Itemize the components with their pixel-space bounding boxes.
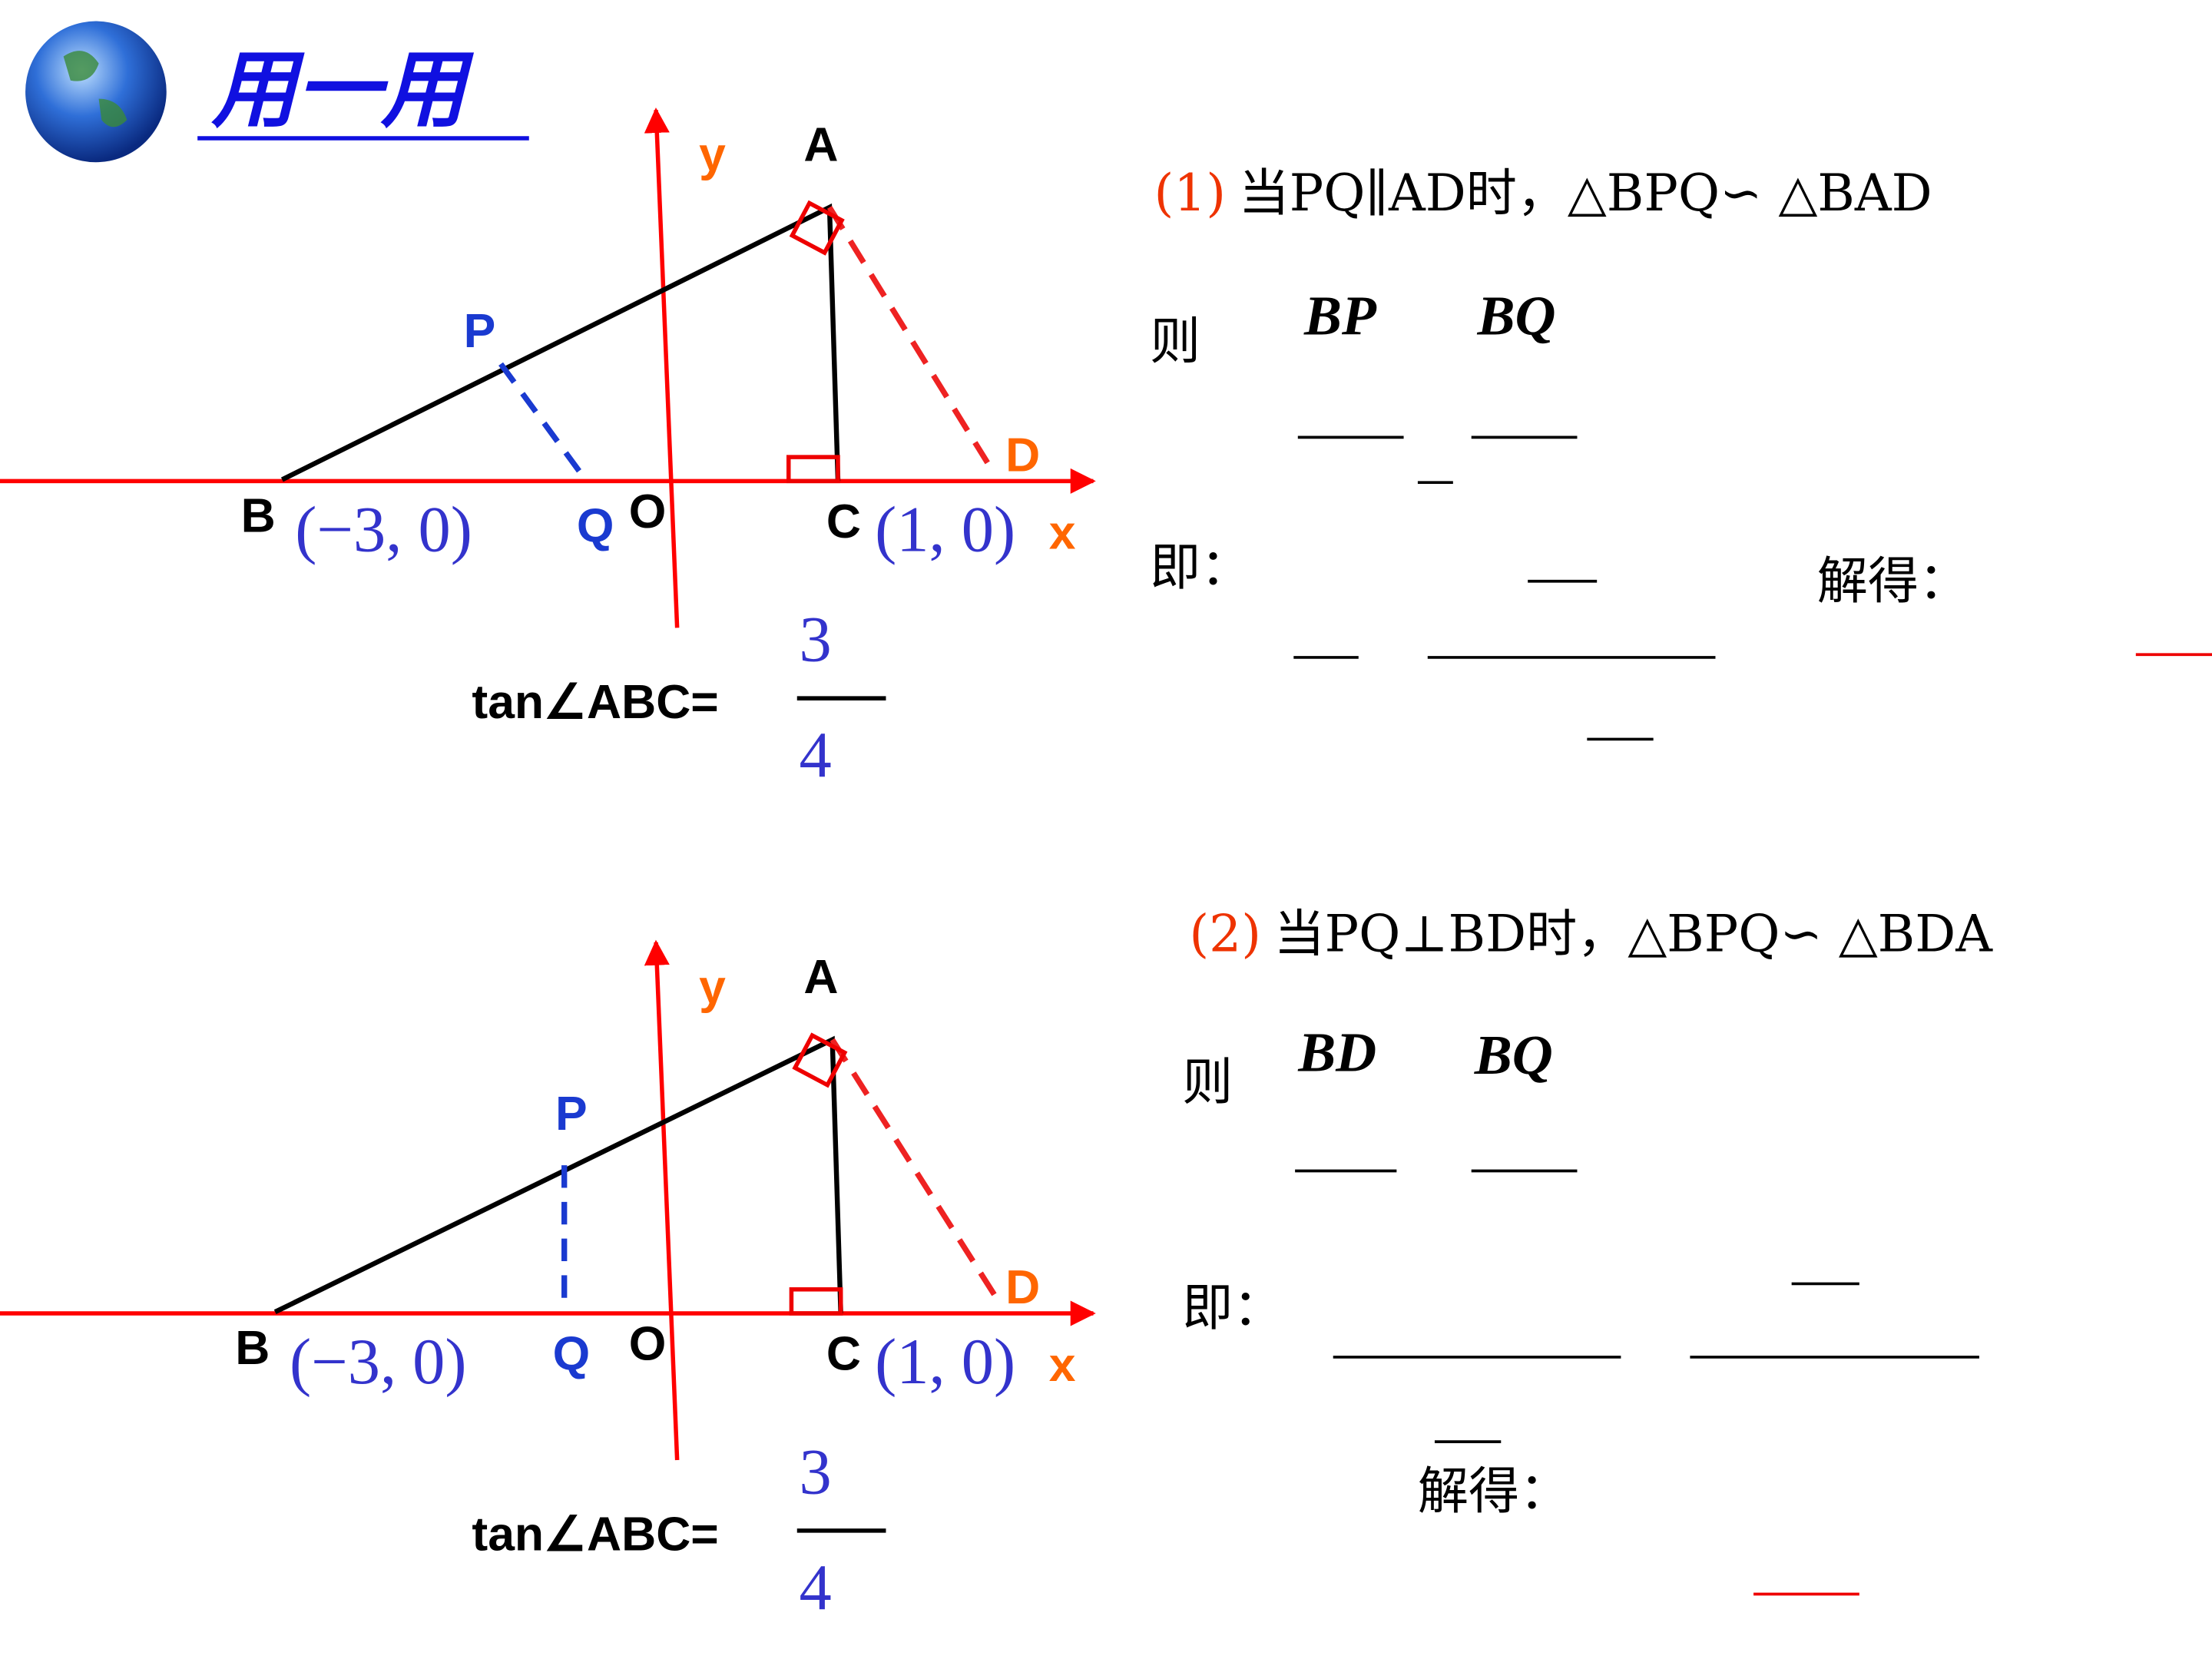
solved-label: 解得： [1817,551,1969,611]
right-angle [792,1032,848,1088]
part-number: (2) [1189,904,1261,963]
part-number: (1) [1154,164,1226,223]
label: tan∠ABC= [472,1508,718,1561]
label: P [555,1087,588,1141]
label: x [1049,1338,1076,1392]
statement: 当PQ∥AD时，△BPQ∽ △BAD [1239,164,1932,223]
line [498,362,588,482]
label: Q [577,498,614,552]
line [830,1038,997,1297]
label: x [1049,505,1076,559]
label: y [699,960,726,1014]
triangle [280,203,841,482]
numerator: 3 [800,1436,832,1508]
label: (−3, 0) [295,494,472,565]
right-angle [786,455,840,484]
then-label: 则 [1150,312,1200,371]
label: (−3, 0) [290,1326,467,1398]
that-is-label: 即： [1150,538,1251,597]
label: C [826,495,861,548]
statement: 当PQ⊥BD时，△BPQ∽ △BDA [1274,904,1994,963]
label: O [629,485,667,538]
label: (1, 0) [875,1326,1015,1398]
label: (1, 0) [875,494,1015,565]
triangle [273,1035,843,1315]
label: O [629,1317,667,1371]
ratio: BP [1303,285,1377,347]
ratio: BQ [1474,1024,1553,1086]
label: B [235,1321,270,1375]
label: A [803,118,838,171]
right-angle [789,200,845,256]
label: B [241,488,276,542]
label: Q [553,1326,591,1380]
line [826,206,990,465]
label: P [464,304,496,358]
ratio: BD [1297,1021,1376,1083]
line [644,939,680,1461]
that-is-label: 即： [1182,1278,1283,1337]
label: D [1005,428,1040,482]
label: A [803,950,838,1004]
line [644,107,680,628]
label: tan∠ABC= [472,675,718,729]
solved-label: 解得： [1418,1462,1570,1521]
right-angle [789,1287,843,1316]
then-label: 则 [1182,1052,1233,1111]
numerator: 3 [800,604,832,676]
globe-icon [25,21,167,163]
label: D [1005,1260,1040,1314]
label: y [699,127,726,181]
denominator: 4 [800,1552,832,1624]
label: C [826,1326,861,1380]
ratio: BQ [1476,285,1555,347]
title: 用一用 [211,41,475,139]
denominator: 4 [800,720,832,791]
